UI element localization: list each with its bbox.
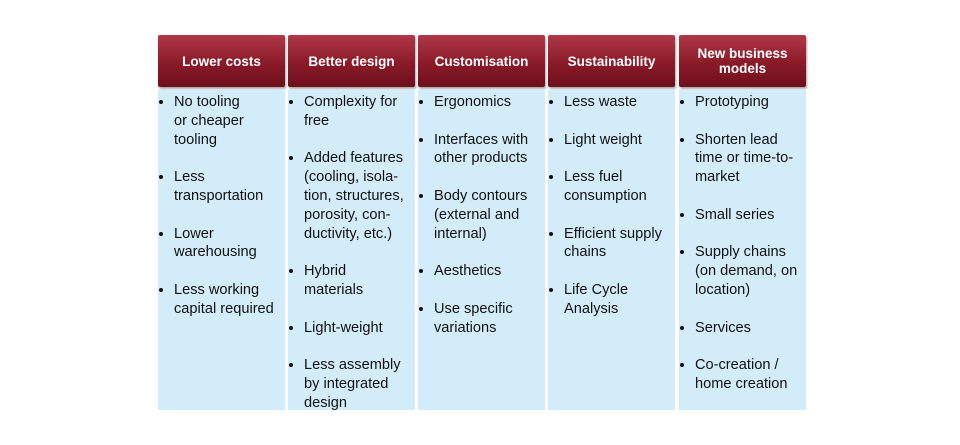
column: SustainabilityLess wasteLight weightLess… [548,35,675,410]
bullet-item: Less working capital required [174,281,283,319]
column-header: Lower costs [158,35,285,87]
column-header: Customisation [418,35,545,87]
bullet-list: Complexity for free Added features (cooli… [288,90,415,413]
bullet-item: Small series [695,206,804,225]
bullet-item: Use specific variations [434,300,543,338]
bullet-item: Life Cycle Analysis [564,281,673,319]
bullet-item: Prototyping [695,93,804,112]
bullet-item: Efficient supply chains [564,225,673,263]
bullet-item: Co-creation / home creation [695,356,804,394]
bullet-item: Shorten lead time or time-to- market [695,131,804,187]
bullet-item: Complexity for free [304,93,413,131]
column-header: Sustainability [548,35,675,87]
column: Customisation Ergonomics Interfaces with o… [418,35,545,410]
bullet-item: Less waste [564,93,673,112]
bullet-item: Light-weight [304,319,413,338]
bullet-list: Ergonomics Interfaces with other products… [418,90,545,337]
bullet-list: No tooling or cheaper tooling Less transp… [158,90,285,319]
column: Lower costsNo tooling or cheaper tooling… [158,35,285,410]
column-body: Ergonomics Interfaces with other products… [418,90,545,410]
bullet-list: Less waste Light weight Less fuel consumpt… [548,90,675,319]
column-header: New business models [679,35,806,87]
column-body: Prototyping Shorten lead time or time-to-… [679,90,806,410]
column: New business models Prototyping Shorten le… [679,35,806,410]
bullet-item: Less transportation [174,168,283,206]
bullet-item: Lower warehousing [174,225,283,263]
column: Better design Complexity for free Added fe… [288,35,415,413]
bullet-item: No tooling or cheaper tooling [174,93,283,149]
bullet-item: Ergonomics [434,93,543,112]
column-body: No tooling or cheaper tooling Less transp… [158,90,285,410]
column-header: Better design [288,35,415,87]
bullet-item: Light weight [564,131,673,150]
bullet-item: Added features (cooling, isola- tion, st… [304,149,413,243]
bullet-item: Supply chains (on demand, on location) [695,243,804,299]
bullet-item: Aesthetics [434,262,543,281]
bullet-item: Less assembly by integrated design [304,356,413,412]
column-body: Less waste Light weight Less fuel consumpt… [548,90,675,410]
bullet-item: Hybrid materials [304,262,413,300]
column-body: Complexity for free Added features (cooli… [288,90,415,413]
bullet-list: Prototyping Shorten lead time or time-to-… [679,90,806,394]
bullet-item: Services [695,319,804,338]
bullet-item: Interfaces with other products [434,131,543,169]
bullet-item: Body contours (external and internal) [434,187,543,243]
bullet-item: Less fuel consumption [564,168,673,206]
